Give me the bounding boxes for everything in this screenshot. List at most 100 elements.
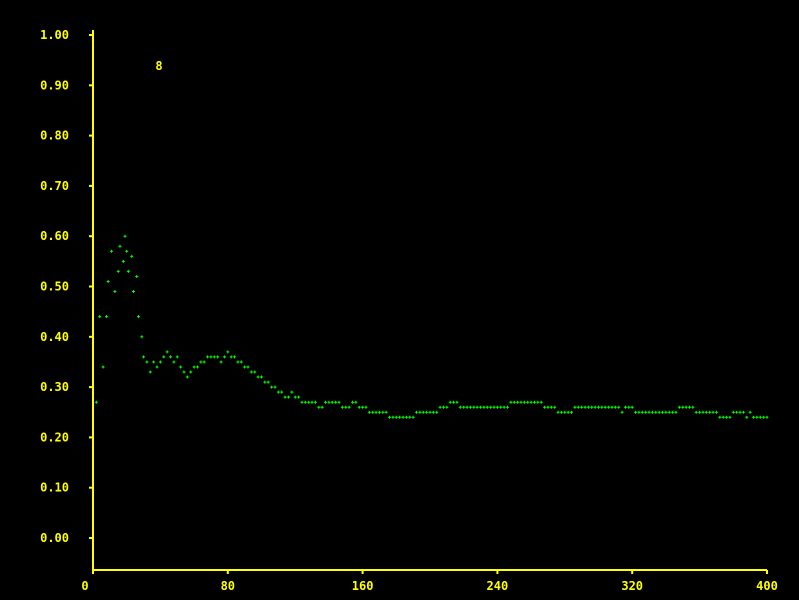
data-point xyxy=(364,405,368,409)
data-point xyxy=(229,355,233,359)
data-point xyxy=(765,415,769,419)
data-point xyxy=(172,360,176,364)
data-point xyxy=(273,385,277,389)
y-tick-label: 0.60 xyxy=(40,229,69,243)
data-point xyxy=(431,410,435,414)
data-point xyxy=(106,279,110,283)
data-point xyxy=(556,410,560,414)
data-point xyxy=(162,355,166,359)
data-point xyxy=(404,415,408,419)
data-point xyxy=(435,410,439,414)
data-point xyxy=(123,234,127,238)
data-point xyxy=(377,410,381,414)
data-point xyxy=(270,385,274,389)
data-point xyxy=(239,360,243,364)
data-point xyxy=(536,400,540,404)
data-point xyxy=(324,400,328,404)
data-point xyxy=(539,400,543,404)
data-point xyxy=(401,415,405,419)
data-point xyxy=(140,335,144,339)
data-point xyxy=(246,365,250,369)
data-point xyxy=(664,410,668,414)
data-points xyxy=(94,234,769,419)
data-point xyxy=(381,410,385,414)
data-point xyxy=(135,274,139,278)
data-point xyxy=(738,410,742,414)
data-point xyxy=(101,365,105,369)
x-tick-label: 240 xyxy=(487,579,509,593)
data-point xyxy=(590,405,594,409)
data-point xyxy=(563,410,567,414)
data-point xyxy=(553,405,557,409)
data-point xyxy=(452,400,456,404)
data-point xyxy=(634,410,638,414)
data-point xyxy=(721,415,725,419)
data-point xyxy=(755,415,759,419)
data-point xyxy=(280,390,284,394)
y-tick-label: 0.10 xyxy=(40,481,69,495)
data-point xyxy=(731,410,735,414)
data-point xyxy=(677,405,681,409)
data-point xyxy=(415,410,419,414)
data-point xyxy=(199,360,203,364)
data-point xyxy=(219,360,223,364)
data-point xyxy=(741,410,745,414)
data-point xyxy=(260,375,263,379)
data-point xyxy=(418,410,422,414)
data-point xyxy=(725,415,729,419)
data-point xyxy=(701,410,705,414)
data-point xyxy=(408,415,412,419)
data-point xyxy=(371,410,375,414)
data-point xyxy=(661,410,665,414)
data-point xyxy=(573,405,577,409)
data-point xyxy=(576,405,580,409)
data-point xyxy=(694,410,698,414)
data-point xyxy=(216,355,220,359)
y-tick-label: 0.30 xyxy=(40,380,69,394)
data-point xyxy=(637,410,641,414)
data-point xyxy=(256,375,260,379)
data-point xyxy=(243,365,247,369)
data-point xyxy=(627,405,631,409)
data-point xyxy=(529,400,533,404)
data-point xyxy=(367,410,371,414)
data-point xyxy=(303,400,307,404)
data-point xyxy=(126,269,130,273)
data-point xyxy=(758,415,762,419)
x-tick-label: 0 xyxy=(81,579,88,593)
data-point xyxy=(317,405,321,409)
data-point xyxy=(458,405,462,409)
data-point xyxy=(684,405,688,409)
data-point xyxy=(441,405,445,409)
data-point xyxy=(263,380,267,384)
data-point xyxy=(118,244,122,248)
data-point xyxy=(485,405,489,409)
data-point xyxy=(158,360,162,364)
data-point xyxy=(698,410,702,414)
data-point xyxy=(165,350,169,354)
data-point xyxy=(185,375,189,379)
data-point xyxy=(337,400,341,404)
y-tick-label: 0.70 xyxy=(40,179,69,193)
y-tick-label: 0.80 xyxy=(40,129,69,143)
data-point xyxy=(136,315,140,319)
data-point xyxy=(206,355,210,359)
data-point xyxy=(583,405,587,409)
data-point xyxy=(687,405,691,409)
data-point xyxy=(340,405,344,409)
data-point xyxy=(762,415,766,419)
data-point xyxy=(650,410,654,414)
data-point xyxy=(266,380,270,384)
x-tick-label: 160 xyxy=(352,579,374,593)
data-point xyxy=(657,410,661,414)
data-point xyxy=(593,405,597,409)
data-point xyxy=(394,415,398,419)
data-point xyxy=(465,405,469,409)
data-point xyxy=(748,410,752,414)
y-tick-label: 0.20 xyxy=(40,430,69,444)
y-tick-label: 0.00 xyxy=(40,531,69,545)
data-point xyxy=(131,290,135,294)
data-point xyxy=(350,400,354,404)
data-point xyxy=(411,415,415,419)
data-point xyxy=(704,410,708,414)
